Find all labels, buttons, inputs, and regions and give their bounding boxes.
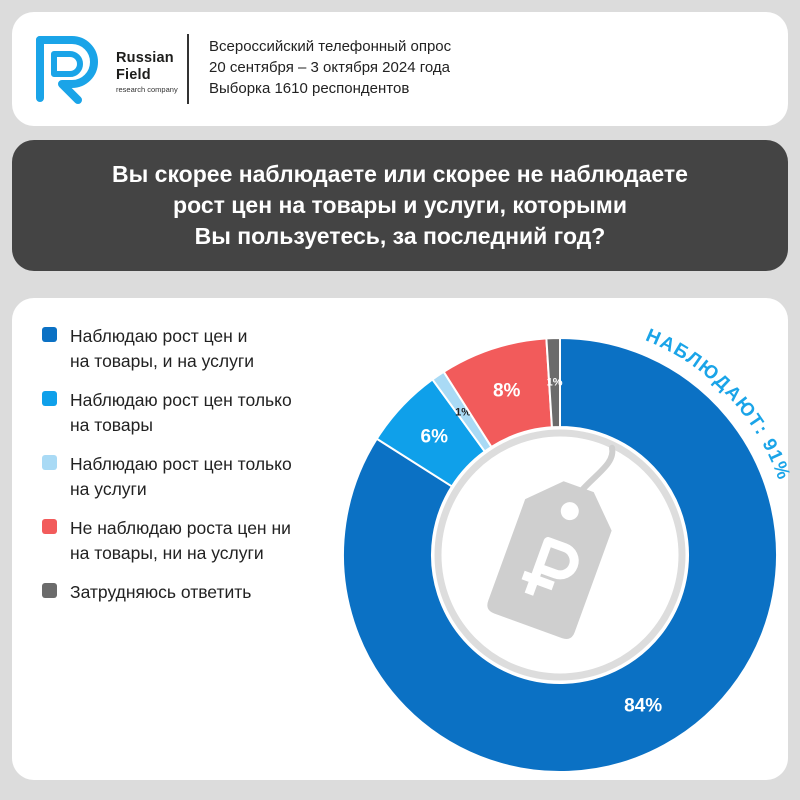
legend-item: Наблюдаю рост цен и на товары, и на услу… xyxy=(42,324,372,374)
donut-slice xyxy=(545,336,561,429)
slice-value-label: 1% xyxy=(547,377,563,389)
legend-swatch xyxy=(42,583,57,598)
logo-text: Russian Field research company xyxy=(116,50,178,95)
legend-item: Затрудняюсь ответить xyxy=(42,580,372,605)
brand-name-line1: Russian xyxy=(116,50,174,66)
header-divider xyxy=(187,34,189,104)
donut-slice xyxy=(342,336,778,773)
legend-item: Не наблюдаю роста цен ни на товары, ни н… xyxy=(42,516,372,566)
donut-inner-ring xyxy=(434,429,686,681)
question-line2: рост цен на товары и услуги, которыми xyxy=(173,192,627,218)
legend-swatch xyxy=(42,519,57,534)
legend-label: Наблюдаю рост цен только на товары xyxy=(70,390,292,435)
legend-swatch xyxy=(42,327,57,342)
survey-line2: 20 сентября – 3 октября 2024 года xyxy=(209,59,450,76)
ruble-price-tag-icon xyxy=(487,444,616,640)
slice-value-label: 84% xyxy=(624,696,662,717)
survey-info: Всероссийский телефонный опрос 20 сентяб… xyxy=(209,36,451,99)
legend-item: Наблюдаю рост цен только на товары xyxy=(42,388,372,438)
slice-value-label: 6% xyxy=(421,426,449,447)
legend-swatch xyxy=(42,455,57,470)
question-line3: Вы пользуетесь, за последний год? xyxy=(194,223,606,249)
survey-line3: Выборка 1610 респондентов xyxy=(209,80,410,97)
legend-label: Затрудняюсь ответить xyxy=(70,582,252,602)
legend-swatch xyxy=(42,391,57,406)
legend-item: Наблюдаю рост цен только на услуги xyxy=(42,452,372,502)
brand-tagline: research company xyxy=(116,85,178,94)
slice-value-label: 8% xyxy=(493,380,521,401)
brand-name-line2: Field xyxy=(116,67,151,83)
question-box: Вы скорее наблюдаете или скорее не наблю… xyxy=(12,140,788,271)
survey-line1: Всероссийский телефонный опрос xyxy=(209,38,452,55)
question-line1: Вы скорее наблюдаете или скорее не наблю… xyxy=(112,161,688,187)
header-card: Russian Field research company Всероссий… xyxy=(12,12,788,126)
legend-label: Наблюдаю рост цен только на услуги xyxy=(70,454,292,499)
chart-legend: Наблюдаю рост цен и на товары, и на услу… xyxy=(42,324,372,619)
legend-label: Наблюдаю рост цен и на товары, и на услу… xyxy=(70,326,254,371)
russian-field-logo-icon xyxy=(36,36,98,104)
legend-label: Не наблюдаю роста цен ни на товары, ни н… xyxy=(70,518,291,563)
